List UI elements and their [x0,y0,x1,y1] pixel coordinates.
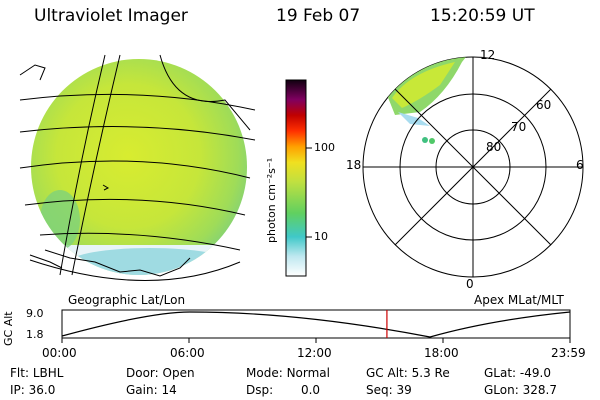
info-seq-value: 39 [396,383,412,397]
info-glat: GLat: -49.0 [484,366,551,380]
info-flt-label: Flt: [10,366,29,380]
info-door-value: Open [162,366,195,380]
info-gcalt-value: 5.3 Re [411,366,450,380]
info-glon-label: GLon: [484,383,519,397]
date-label: 19 Feb 07 [276,6,361,26]
x-tick-1800: 18:00 [424,346,459,360]
colorbar [285,79,312,277]
info-flt: Flt: LBHL [10,366,63,380]
caption-apex: Apex MLat/MLT [474,293,564,307]
time-label: 15:20:59 UT [430,6,535,26]
x-tick-0600: 06:00 [170,346,205,360]
info-flt-value: LBHL [32,366,64,380]
info-ip: IP: 36.0 [10,383,55,397]
mlt-18-label: 18 [346,158,362,172]
info-door: Door: Open [126,366,195,380]
mlt-12-label: 12 [480,48,496,62]
x-tick-1200: 12:00 [297,346,332,360]
info-door-label: Door: [126,366,159,380]
info-glon-value: 328.7 [522,383,557,397]
info-seq-label: Seq: [366,383,393,397]
altitude-plot [61,309,571,343]
mlt-0-label: 0 [466,277,474,291]
info-mode: Mode: Normal [246,366,330,380]
altitude-ylabel: GC Alt [2,311,15,346]
info-glon: GLon: 328.7 [484,383,557,397]
polar-plot [362,56,584,278]
info-seq: Seq: 39 [366,383,412,397]
altitude-ytick-1-8: 1.8 [26,328,44,341]
info-gain: Gain: 14 [126,383,177,397]
mlt-6-label: 6 [576,158,584,172]
lat-ring-70-label: 70 [511,120,527,134]
info-mode-value: Normal [286,366,330,380]
info-glat-label: GLat: [484,366,517,380]
altitude-ytick-9: 9.0 [26,307,44,320]
colorbar-unit: photon cm⁻²s⁻¹ [265,157,278,243]
info-dsp: Dsp: 0.0 [246,383,320,397]
instrument-title: Ultraviolet Imager [34,6,188,26]
info-ip-label: IP: [10,383,25,397]
info-gain-value: 14 [161,383,177,397]
x-tick-0000: 00:00 [42,346,77,360]
lat-ring-60-label: 60 [536,98,552,112]
caption-geographic: Geographic Lat/Lon [68,293,186,307]
info-dsp-value: 0.0 [300,383,321,397]
info-mode-label: Mode: [246,366,283,380]
lat-ring-80-label: 80 [486,140,502,154]
info-dsp-label: Dsp: [246,383,274,397]
info-glat-value: -49.0 [519,366,551,380]
colorbar-tick-10: 10 [314,230,328,243]
colorbar-tick-100: 100 [314,141,335,154]
info-gain-label: Gain: [126,383,158,397]
earth-image [19,54,256,281]
x-tick-2359: 23:59 [551,346,586,360]
info-gcalt: GC Alt: 5.3 Re [366,366,450,380]
info-ip-value: 36.0 [28,383,56,397]
info-gcalt-label: GC Alt: [366,366,408,380]
